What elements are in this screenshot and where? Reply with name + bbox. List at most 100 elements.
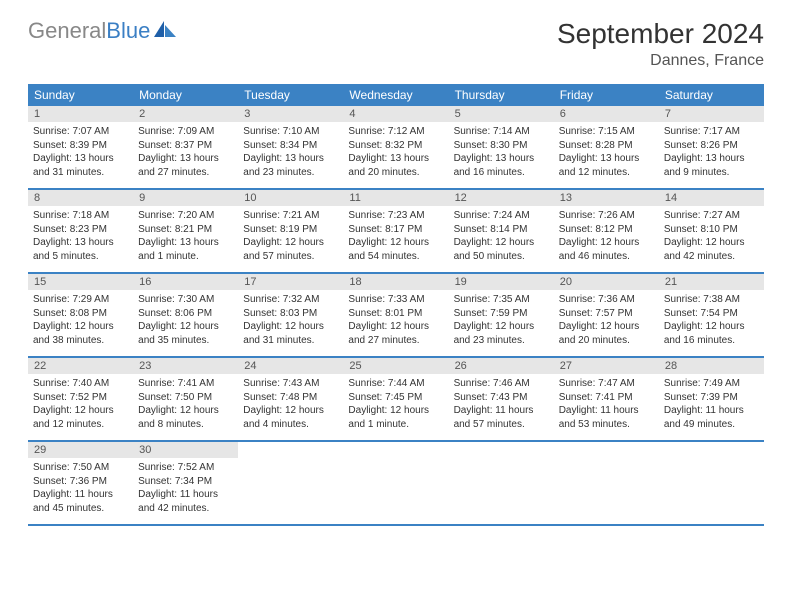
day-details: Sunrise: 7:38 AMSunset: 7:54 PMDaylight:… [659, 290, 764, 352]
logo-text: GeneralBlue [28, 18, 150, 44]
day-number: 23 [133, 358, 238, 374]
sunset-text: Sunset: 8:08 PM [33, 307, 128, 321]
calendar-day: 24Sunrise: 7:43 AMSunset: 7:48 PMDayligh… [238, 358, 343, 440]
sunrise-text: Sunrise: 7:38 AM [664, 293, 759, 307]
weekday-monday: Monday [133, 84, 238, 106]
logo-word-1: General [28, 18, 106, 43]
day-details: Sunrise: 7:40 AMSunset: 7:52 PMDaylight:… [28, 374, 133, 436]
day-number: 26 [449, 358, 554, 374]
sunset-text: Sunset: 8:01 PM [348, 307, 443, 321]
sunrise-text: Sunrise: 7:46 AM [454, 377, 549, 391]
sunrise-text: Sunrise: 7:41 AM [138, 377, 233, 391]
sunrise-text: Sunrise: 7:23 AM [348, 209, 443, 223]
sunrise-text: Sunrise: 7:29 AM [33, 293, 128, 307]
day-number: 8 [28, 190, 133, 206]
sunrise-text: Sunrise: 7:07 AM [33, 125, 128, 139]
day-details: Sunrise: 7:35 AMSunset: 7:59 PMDaylight:… [449, 290, 554, 352]
sunset-text: Sunset: 8:26 PM [664, 139, 759, 153]
calendar-day: 26Sunrise: 7:46 AMSunset: 7:43 PMDayligh… [449, 358, 554, 440]
weekday-thursday: Thursday [449, 84, 554, 106]
day-number: 13 [554, 190, 659, 206]
daylight-text: Daylight: 13 hours and 16 minutes. [454, 152, 549, 179]
daylight-text: Daylight: 12 hours and 35 minutes. [138, 320, 233, 347]
day-number: 18 [343, 274, 448, 290]
calendar-day: 1Sunrise: 7:07 AMSunset: 8:39 PMDaylight… [28, 106, 133, 188]
sunset-text: Sunset: 8:28 PM [559, 139, 654, 153]
sunset-text: Sunset: 8:30 PM [454, 139, 549, 153]
sunset-text: Sunset: 7:34 PM [138, 475, 233, 489]
calendar-day: 19Sunrise: 7:35 AMSunset: 7:59 PMDayligh… [449, 274, 554, 356]
daylight-text: Daylight: 11 hours and 53 minutes. [559, 404, 654, 431]
daylight-text: Daylight: 13 hours and 20 minutes. [348, 152, 443, 179]
day-number: 28 [659, 358, 764, 374]
daylight-text: Daylight: 12 hours and 54 minutes. [348, 236, 443, 263]
sunset-text: Sunset: 8:03 PM [243, 307, 338, 321]
sunset-text: Sunset: 7:41 PM [559, 391, 654, 405]
calendar-day: 18Sunrise: 7:33 AMSunset: 8:01 PMDayligh… [343, 274, 448, 356]
day-details: Sunrise: 7:27 AMSunset: 8:10 PMDaylight:… [659, 206, 764, 268]
day-details: Sunrise: 7:30 AMSunset: 8:06 PMDaylight:… [133, 290, 238, 352]
calendar-day [659, 442, 764, 524]
sunset-text: Sunset: 7:36 PM [33, 475, 128, 489]
sunset-text: Sunset: 8:06 PM [138, 307, 233, 321]
day-number: 24 [238, 358, 343, 374]
daylight-text: Daylight: 12 hours and 38 minutes. [33, 320, 128, 347]
sunrise-text: Sunrise: 7:21 AM [243, 209, 338, 223]
calendar-week: 29Sunrise: 7:50 AMSunset: 7:36 PMDayligh… [28, 442, 764, 526]
sunrise-text: Sunrise: 7:17 AM [664, 125, 759, 139]
daylight-text: Daylight: 13 hours and 5 minutes. [33, 236, 128, 263]
sunset-text: Sunset: 8:39 PM [33, 139, 128, 153]
sunset-text: Sunset: 8:21 PM [138, 223, 233, 237]
sunrise-text: Sunrise: 7:36 AM [559, 293, 654, 307]
calendar-week: 22Sunrise: 7:40 AMSunset: 7:52 PMDayligh… [28, 358, 764, 442]
calendar-day: 4Sunrise: 7:12 AMSunset: 8:32 PMDaylight… [343, 106, 448, 188]
calendar-day: 15Sunrise: 7:29 AMSunset: 8:08 PMDayligh… [28, 274, 133, 356]
weekday-saturday: Saturday [659, 84, 764, 106]
calendar-day: 12Sunrise: 7:24 AMSunset: 8:14 PMDayligh… [449, 190, 554, 272]
sunset-text: Sunset: 8:19 PM [243, 223, 338, 237]
sunrise-text: Sunrise: 7:27 AM [664, 209, 759, 223]
sunrise-text: Sunrise: 7:33 AM [348, 293, 443, 307]
day-number: 16 [133, 274, 238, 290]
calendar-day [343, 442, 448, 524]
daylight-text: Daylight: 12 hours and 4 minutes. [243, 404, 338, 431]
daylight-text: Daylight: 11 hours and 42 minutes. [138, 488, 233, 515]
day-details: Sunrise: 7:14 AMSunset: 8:30 PMDaylight:… [449, 122, 554, 184]
day-number: 22 [28, 358, 133, 374]
weekday-tuesday: Tuesday [238, 84, 343, 106]
page-header: GeneralBlue September 2024 Dannes, Franc… [0, 0, 792, 76]
calendar-day: 2Sunrise: 7:09 AMSunset: 8:37 PMDaylight… [133, 106, 238, 188]
day-details: Sunrise: 7:21 AMSunset: 8:19 PMDaylight:… [238, 206, 343, 268]
sunset-text: Sunset: 8:17 PM [348, 223, 443, 237]
day-number: 1 [28, 106, 133, 122]
sunrise-text: Sunrise: 7:24 AM [454, 209, 549, 223]
day-details: Sunrise: 7:32 AMSunset: 8:03 PMDaylight:… [238, 290, 343, 352]
sunset-text: Sunset: 7:39 PM [664, 391, 759, 405]
day-details: Sunrise: 7:44 AMSunset: 7:45 PMDaylight:… [343, 374, 448, 436]
day-number: 3 [238, 106, 343, 122]
sunrise-text: Sunrise: 7:35 AM [454, 293, 549, 307]
calendar-week: 15Sunrise: 7:29 AMSunset: 8:08 PMDayligh… [28, 274, 764, 358]
sunrise-text: Sunrise: 7:10 AM [243, 125, 338, 139]
calendar-day: 30Sunrise: 7:52 AMSunset: 7:34 PMDayligh… [133, 442, 238, 524]
day-number: 29 [28, 442, 133, 458]
daylight-text: Daylight: 13 hours and 12 minutes. [559, 152, 654, 179]
day-details: Sunrise: 7:24 AMSunset: 8:14 PMDaylight:… [449, 206, 554, 268]
daylight-text: Daylight: 12 hours and 57 minutes. [243, 236, 338, 263]
day-number: 2 [133, 106, 238, 122]
day-details: Sunrise: 7:09 AMSunset: 8:37 PMDaylight:… [133, 122, 238, 184]
sunset-text: Sunset: 7:43 PM [454, 391, 549, 405]
sunrise-text: Sunrise: 7:32 AM [243, 293, 338, 307]
day-details: Sunrise: 7:23 AMSunset: 8:17 PMDaylight:… [343, 206, 448, 268]
day-details: Sunrise: 7:18 AMSunset: 8:23 PMDaylight:… [28, 206, 133, 268]
day-number: 17 [238, 274, 343, 290]
sunrise-text: Sunrise: 7:44 AM [348, 377, 443, 391]
daylight-text: Daylight: 13 hours and 23 minutes. [243, 152, 338, 179]
day-details: Sunrise: 7:36 AMSunset: 7:57 PMDaylight:… [554, 290, 659, 352]
day-number: 30 [133, 442, 238, 458]
sunset-text: Sunset: 7:52 PM [33, 391, 128, 405]
day-details: Sunrise: 7:46 AMSunset: 7:43 PMDaylight:… [449, 374, 554, 436]
day-details: Sunrise: 7:47 AMSunset: 7:41 PMDaylight:… [554, 374, 659, 436]
day-number: 12 [449, 190, 554, 206]
daylight-text: Daylight: 12 hours and 12 minutes. [33, 404, 128, 431]
